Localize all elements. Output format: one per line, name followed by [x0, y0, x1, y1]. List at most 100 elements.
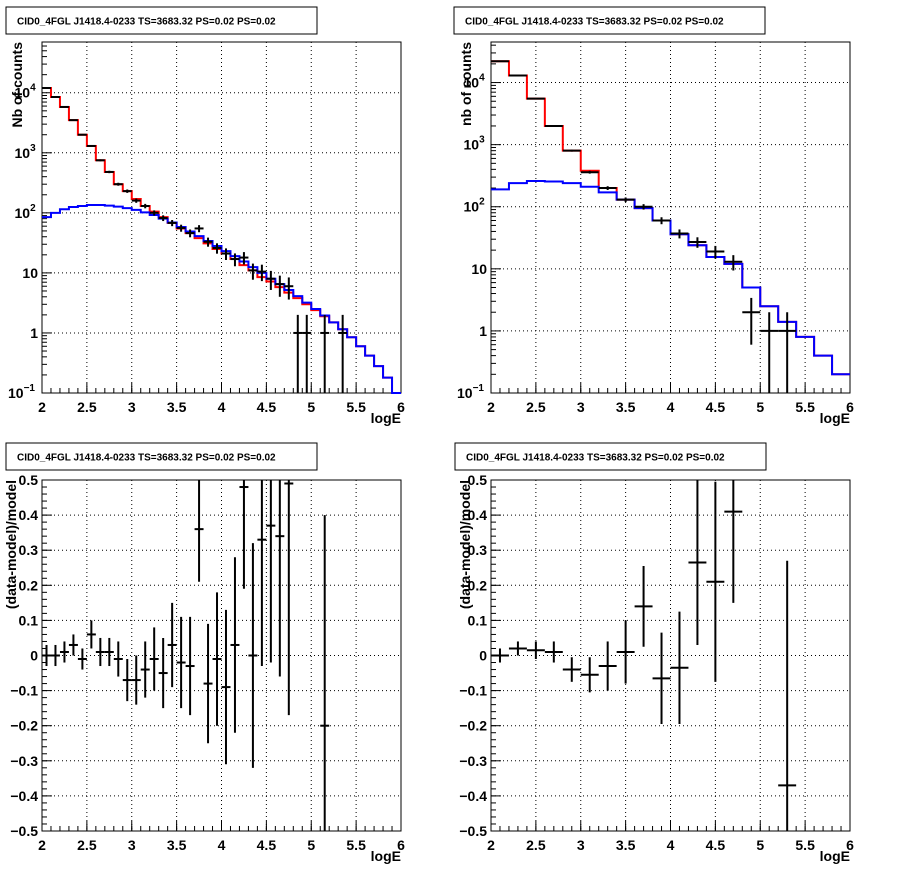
title-box — [5, 6, 318, 35]
y-tick-label: 104 — [464, 73, 486, 91]
data-point — [77, 133, 87, 136]
y-tick-label: 103 — [15, 143, 37, 161]
data-point — [634, 204, 653, 210]
data-point — [706, 481, 725, 682]
data-point — [688, 237, 707, 248]
x-tick-label: 5.5 — [795, 837, 815, 853]
x-tick-label: 4.5 — [706, 399, 726, 415]
data-point — [580, 170, 599, 174]
x-tick-label: 6 — [846, 837, 854, 853]
panel-title: CID0_4FGL J1418.4-0233 TS=3683.32 PS=0.0… — [17, 17, 276, 28]
data-point — [230, 253, 240, 267]
grid — [491, 480, 850, 831]
y-tick-label: 10−1 — [457, 383, 484, 401]
data-point — [194, 225, 204, 233]
x-tick-label: 5.5 — [795, 399, 815, 415]
data-point — [284, 480, 294, 716]
y-tick-label: 0.1 — [468, 612, 488, 628]
data-point — [59, 641, 69, 663]
y-tick-label: −0.3 — [459, 753, 487, 769]
grid — [42, 480, 401, 831]
x-tick-label: 4 — [218, 399, 226, 415]
data-point — [68, 119, 78, 122]
data-point — [706, 245, 725, 259]
axis-ticks — [41, 479, 402, 832]
data-point — [131, 198, 141, 203]
data-point — [580, 657, 599, 693]
x-tick-label: 5 — [756, 837, 764, 853]
y-axis-label: (data-model)/model — [3, 480, 19, 609]
data-point — [122, 189, 132, 193]
series-line — [491, 179, 850, 376]
data-point — [95, 159, 105, 162]
x-tick-label: 6 — [397, 837, 405, 853]
x-tick-labels: 2 2.5 3 3.5 4 4.5 5 5.5 6 — [38, 399, 405, 415]
x-axis-label: logE — [371, 848, 401, 864]
y-tick-label: 0.5 — [19, 472, 39, 488]
data-point — [50, 95, 60, 98]
panel-title: CID0_4FGL J1418.4-0233 TS=3683.32 PS=0.0… — [465, 17, 724, 28]
data-point — [212, 243, 222, 254]
data-point — [140, 203, 150, 209]
data-point — [131, 655, 141, 705]
data-point — [140, 641, 150, 698]
title-box — [5, 442, 318, 471]
x-axis-label: logE — [820, 848, 850, 864]
x-tick-label: 2 — [487, 837, 495, 853]
series-line — [42, 86, 401, 394]
data-point — [616, 197, 635, 203]
data-point — [491, 648, 509, 663]
x-tick-label: 4 — [667, 399, 675, 415]
data-point — [212, 592, 222, 726]
data-point — [113, 182, 123, 186]
x-tick-labels: 2 2.5 3 3.5 4 4.5 5 5.5 6 — [487, 837, 854, 853]
data-point — [284, 277, 294, 300]
x-tick-label: 3 — [128, 837, 136, 853]
x-tick-label: 2.5 — [526, 399, 546, 415]
x-tick-label: 2 — [38, 837, 46, 853]
y-tick-label: 0.5 — [468, 472, 488, 488]
x-tick-label: 5.5 — [346, 399, 366, 415]
data-point — [158, 215, 168, 222]
y-tick-label: 102 — [15, 203, 37, 221]
data-point — [652, 632, 671, 724]
data-point — [724, 480, 743, 603]
data-point — [248, 543, 258, 768]
x-tick-label: 5 — [756, 399, 764, 415]
data-point — [86, 620, 96, 649]
y-tick-label: 0 — [30, 648, 38, 664]
panel-residuals-left: CID0_4FGL J1418.4-0233 TS=3683.32 PS=0.0… — [3, 442, 405, 864]
y-tick-labels: −0.5 −0.4 −0.3 −0.2 −0.1 0 0.1 0.2 0.3 0.4 0.5 — [459, 472, 487, 839]
data-point — [50, 644, 60, 667]
data-point — [526, 97, 545, 100]
data-point — [239, 480, 249, 589]
y-tick-label: 10−1 — [8, 383, 35, 401]
panel-title: CID0_4FGL J1418.4-0233 TS=3683.32 PS=0.0… — [17, 453, 276, 464]
data-point — [68, 634, 78, 656]
data-point — [724, 255, 743, 271]
data-point — [239, 252, 249, 265]
y-tick-label: 1 — [30, 325, 38, 341]
y-tick-label: −0.3 — [10, 753, 38, 769]
data-point — [652, 217, 671, 225]
x-tick-label: 3.5 — [167, 837, 187, 853]
data-point — [320, 314, 330, 393]
data-point — [670, 229, 689, 239]
y-tick-label: −0.4 — [459, 788, 487, 804]
data-point — [544, 124, 563, 127]
data-point — [688, 480, 707, 645]
data-point — [185, 229, 195, 238]
x-tick-label: 2.5 — [77, 837, 97, 853]
x-tick-label: 2 — [38, 399, 46, 415]
data-point — [302, 314, 312, 393]
data-marks — [491, 480, 797, 831]
data-point — [320, 515, 330, 831]
x-tick-label: 4.5 — [706, 837, 726, 853]
data-marks — [42, 86, 401, 394]
data-point — [562, 657, 581, 682]
y-tick-labels: −0.5 −0.4 −0.3 −0.2 −0.1 0 0.1 0.2 0.3 0.4 0.5 — [10, 472, 38, 839]
x-tick-label: 3.5 — [616, 837, 636, 853]
y-tick-label: −0.2 — [459, 718, 487, 734]
data-point — [760, 312, 779, 393]
